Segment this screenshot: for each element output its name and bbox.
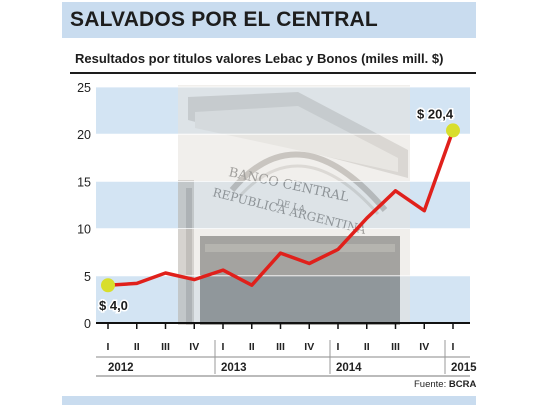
quarter-label: IV [304, 341, 314, 353]
quarter-label: I [452, 341, 455, 353]
page-title: SALVADOS POR EL CENTRAL [70, 8, 378, 31]
y-tick-label: 0 [84, 317, 91, 331]
quarter-label: I [337, 341, 340, 353]
footer-band [62, 396, 476, 405]
data-point-marker [446, 123, 460, 138]
year-label: 2014 [336, 362, 362, 374]
quarter-label: IV [419, 341, 429, 353]
data-label: $ 4,0 [99, 298, 128, 313]
quarter-label: II [364, 341, 370, 353]
quarter-label: II [249, 341, 255, 353]
building-photo: BANCO CENTRAL DE LA REPUBLICA ARGENTINA [178, 85, 410, 325]
quarter-label: I [222, 341, 225, 353]
quarter-label: III [391, 341, 400, 353]
y-tick-label: 20 [77, 128, 91, 142]
chart-subtitle: Resultados por titulos valores Lebac y B… [75, 51, 444, 66]
data-point-marker [101, 278, 115, 293]
subtitle-rule [70, 72, 476, 74]
y-tick-label: 10 [77, 223, 91, 237]
quarter-label: II [134, 341, 140, 353]
data-label: $ 20,4 [417, 106, 454, 121]
year-label: 2015 [451, 362, 477, 374]
series-line [106, 128, 455, 287]
quarter-label: IV [189, 341, 199, 353]
series: $ 4,0 $ 20,4 [98, 105, 460, 315]
quarter-label: III [161, 341, 170, 353]
year-label: 2012 [108, 362, 134, 374]
y-tick-label: 15 [77, 175, 91, 189]
y-tick-label: 5 [84, 270, 91, 284]
quarter-label: I [107, 341, 110, 353]
header-band [62, 2, 476, 38]
source-note: Fuente: BCRA [414, 379, 476, 390]
source-name: BCRA [448, 379, 477, 390]
year-label: 2013 [221, 362, 247, 374]
source-prefix: Fuente: [414, 379, 447, 390]
y-tick-label: 25 [77, 81, 91, 95]
quarter-label: III [276, 341, 285, 353]
